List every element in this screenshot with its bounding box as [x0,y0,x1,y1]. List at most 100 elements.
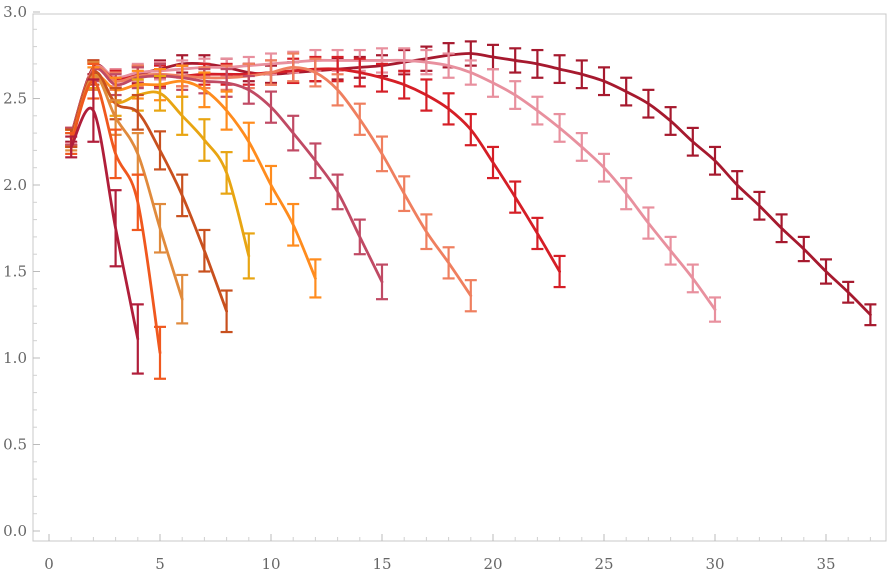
error-bar [331,173,344,211]
error-bar [198,71,211,109]
error-bar [265,59,277,86]
error-bar [242,232,255,280]
error-bar [154,130,166,171]
error-bar [242,74,255,105]
error-bar [864,303,877,327]
x-tick-label: 25 [594,555,613,573]
error-bar [464,112,477,147]
error-bar [376,62,388,93]
error-bar [309,258,322,299]
error-bar [509,180,522,214]
error-bar [709,145,721,176]
error-bar [287,114,300,152]
error-bar [487,145,499,180]
error-bar [242,121,255,162]
error-bar [198,118,211,162]
error-bar [642,206,655,240]
error-bar [131,173,144,232]
error-bar [531,48,544,79]
y-tick-label: 0.5 [3,436,27,454]
series-6 [65,64,322,299]
error-bar [220,151,233,195]
x-tick-label: 5 [155,555,165,573]
x-tick-label: 30 [705,555,724,573]
y-tick-label: 1.5 [3,263,27,281]
error-bar [398,69,411,100]
error-bar [464,59,477,86]
series-line [69,106,140,341]
error-bar [131,303,144,375]
x-tick-label: 10 [261,555,280,573]
series-line [69,79,162,355]
y-tick-label: 0.0 [3,522,27,540]
error-bar [553,254,566,289]
error-bar [154,202,166,254]
error-bar [176,173,189,218]
error-bar [487,67,499,98]
error-bar [287,52,300,83]
series-2 [65,62,166,380]
error-bar [309,142,322,180]
error-bar [686,263,699,294]
error-bar [331,73,344,107]
error-bar [220,90,233,131]
error-bar [553,112,566,143]
error-bar [420,78,433,112]
y-tick-label: 3.0 [3,3,27,21]
error-bar [87,78,100,143]
y-tick-label: 1.0 [3,349,27,367]
error-bar [154,325,166,380]
y-tick-label: 2.0 [3,176,27,194]
axes: 0 5 10 15 20 25 30 35 0.0 0.5 1.0 1.5 2.0 2.5 3.0 [3,3,871,573]
error-bar [353,218,366,256]
error-bar [598,66,610,97]
error-bar [220,289,233,334]
error-bar [309,57,322,88]
error-bar [109,128,122,180]
error-bar [664,106,677,136]
x-tick-label: 0 [44,555,54,573]
error-bar [464,279,477,313]
error-bar [131,93,144,131]
series-1 [65,78,144,375]
error-bar [154,74,166,112]
error-bar [709,296,721,323]
error-bar [531,216,544,251]
error-bar [664,235,677,266]
error-bar [376,263,388,301]
error-bar [265,90,277,124]
error-bar [376,135,388,173]
error-bar [353,57,366,88]
error-bar [509,80,522,110]
error-bar [620,76,633,107]
error-bar [753,190,766,221]
x-tick-label: 20 [483,555,502,573]
error-bar [686,126,699,157]
error-bar [642,88,655,119]
error-bar [598,152,610,183]
error-bar [176,273,189,325]
error-bar [553,54,566,85]
error-bar [442,92,455,126]
error-bar [531,95,544,126]
x-tick-label: 15 [372,555,391,573]
error-bar [509,47,522,74]
error-bar [575,132,588,162]
error-bar [442,52,455,79]
error-bar [265,164,277,206]
error-bar [398,175,411,213]
error-bar [420,48,433,76]
error-bar [842,280,855,304]
error-bar [820,258,832,285]
error-bar [420,213,433,251]
series-layer [65,40,877,380]
error-bar [620,176,633,211]
error-bar [198,228,211,273]
error-bar [109,189,122,268]
y-tick-label: 2.5 [3,90,27,108]
error-bar [575,59,588,90]
error-bar [797,235,810,263]
error-bar [65,135,78,159]
error-bar [176,95,189,136]
